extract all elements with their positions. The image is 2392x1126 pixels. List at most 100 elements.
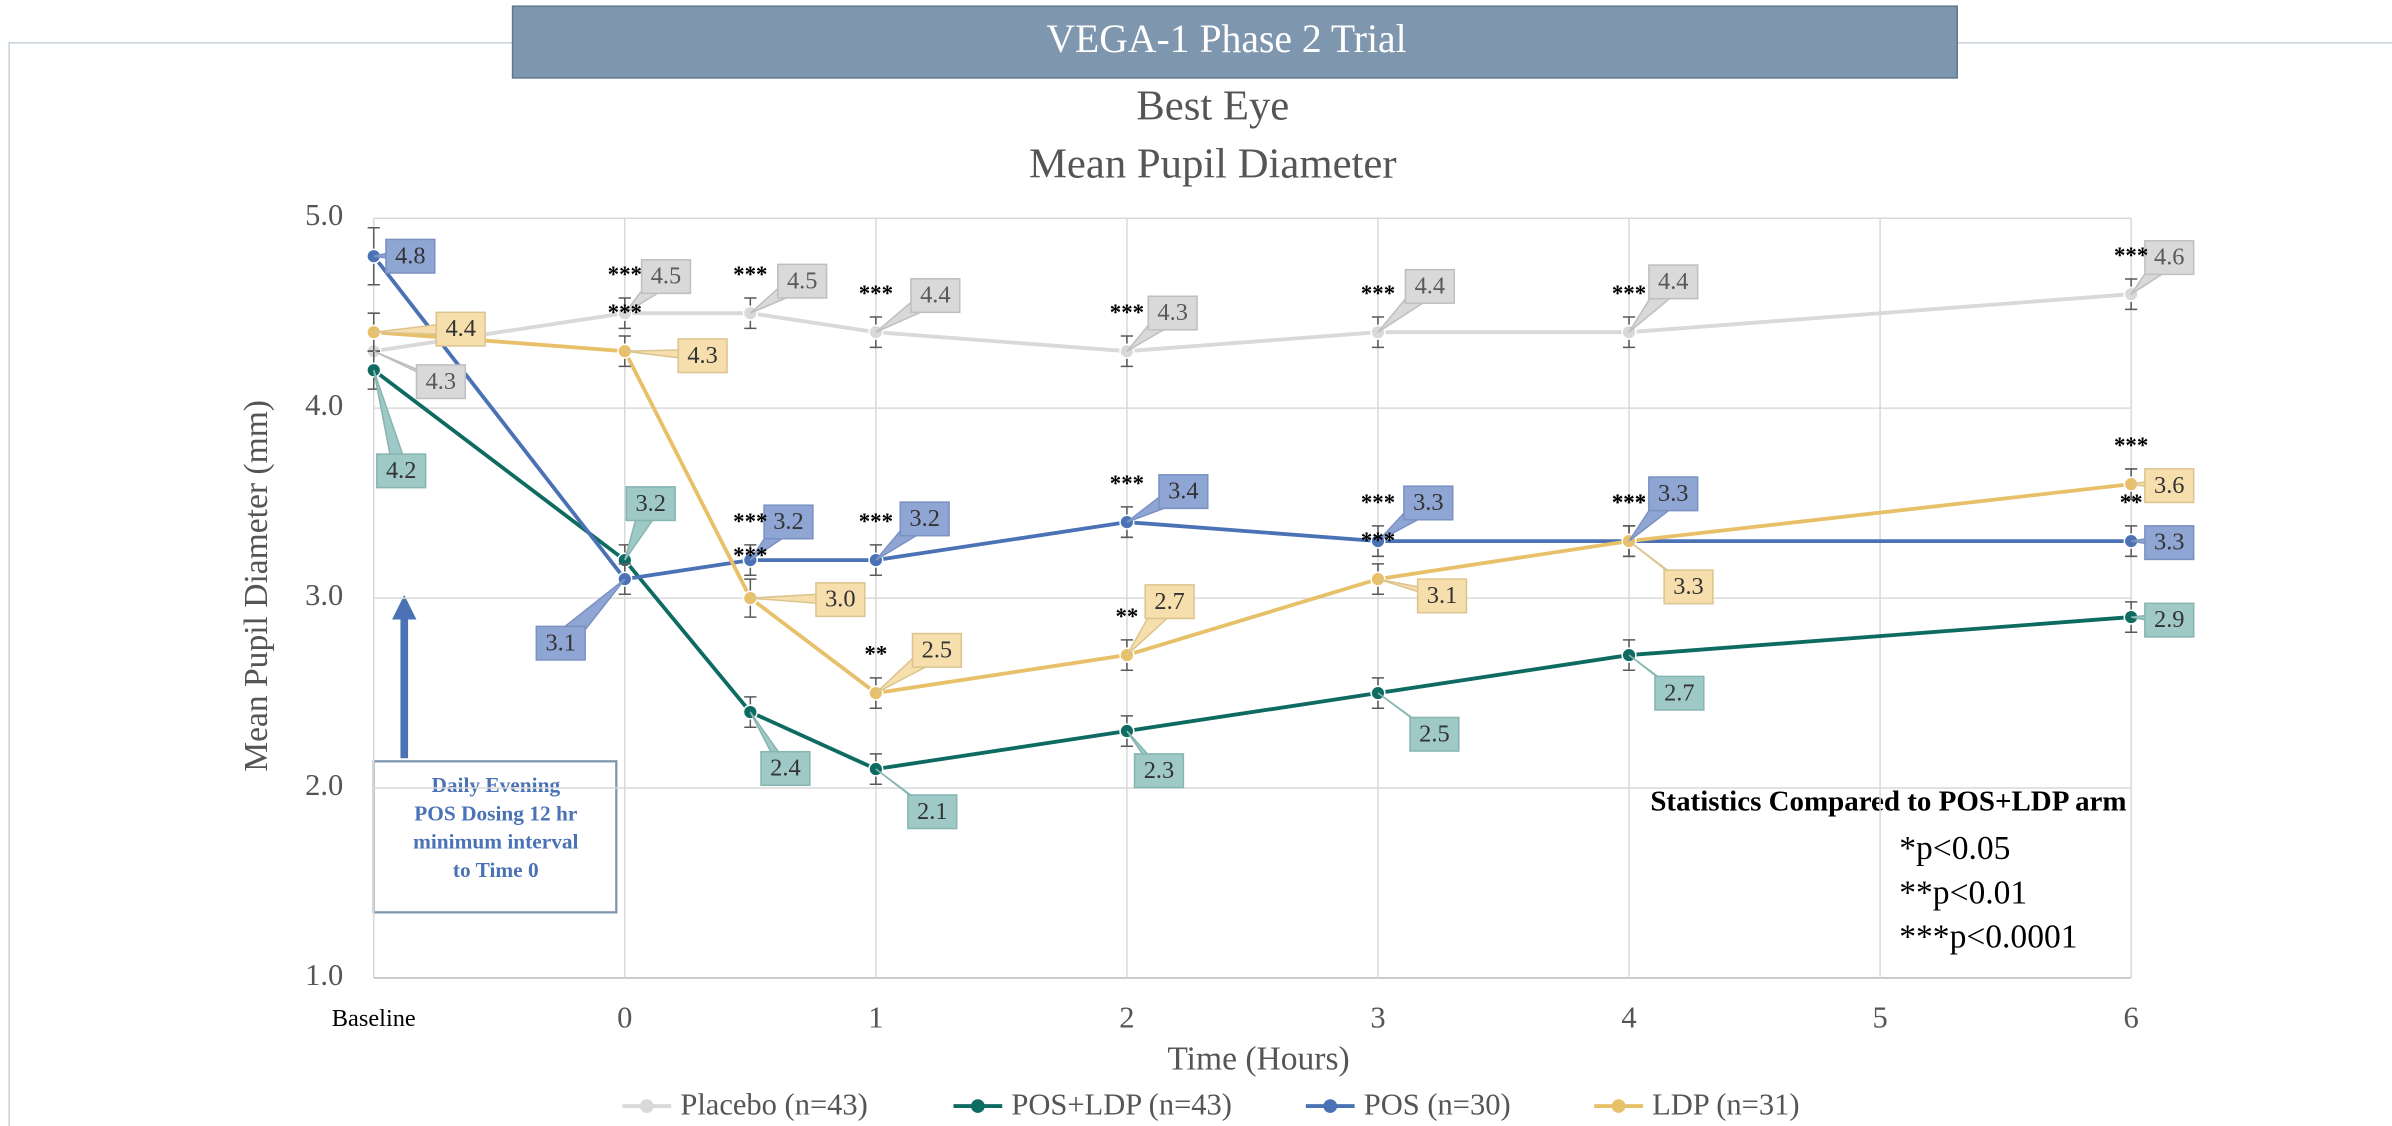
label-box: [2144, 525, 2195, 561]
x-tick-label: 1: [868, 1001, 883, 1035]
x-tick-label: 5: [1872, 1001, 1887, 1035]
significance: ***: [2114, 243, 2148, 268]
data-label: 2.3: [1144, 757, 1175, 784]
label-box: [625, 486, 676, 522]
y-tick-label: 3.0: [305, 578, 343, 612]
label-box: [2144, 602, 2195, 638]
dosing-note-line: to Time 0: [453, 858, 539, 882]
data-label: 2.7: [1154, 588, 1185, 615]
data-label: 3.2: [773, 508, 803, 535]
series-line: [373, 330, 2132, 696]
data-label: 3.3: [2154, 529, 2185, 556]
legend-marker: [1323, 1099, 1338, 1113]
significance: ***: [1361, 281, 1395, 306]
data-label: 2.5: [922, 636, 953, 663]
x-tick-label: 0: [617, 1001, 632, 1035]
header: VEGA-1 Phase 2 Trial: [1046, 17, 1406, 61]
data-label: 4.5: [787, 267, 817, 294]
label-box: [415, 364, 467, 400]
data-label: 2.1: [917, 798, 947, 825]
significance: ***: [859, 509, 893, 534]
data-label: 3.1: [1427, 582, 1458, 609]
data-label: 3.0: [825, 586, 855, 613]
significance: ***: [733, 543, 767, 568]
significance: ***: [733, 509, 767, 534]
label-box: [1404, 268, 1456, 304]
legend-marker: [639, 1099, 654, 1113]
data-label: 2.9: [2154, 606, 2185, 633]
x-tick-label: 3: [1370, 1001, 1385, 1035]
series-line: [373, 292, 2132, 354]
label-box: [435, 311, 486, 347]
x-tick-label: Baseline: [332, 1005, 416, 1032]
dosing-note-line: POS Dosing 12 hr: [414, 801, 578, 825]
significance: ***: [1110, 300, 1144, 325]
label-box: [1409, 716, 1460, 752]
data-label: 3.6: [2154, 472, 2185, 499]
x-tick-label: 2: [1119, 1001, 1134, 1035]
label-box: [1654, 675, 1705, 711]
data-label: 4.3: [1157, 299, 1188, 326]
label-box: [760, 750, 811, 787]
significance: **: [1115, 604, 1138, 629]
legend-label: POS (n=30): [1364, 1088, 1511, 1122]
legend-marker: [1611, 1099, 1626, 1113]
data-label: 4.5: [651, 263, 682, 290]
label-box: [1133, 753, 1185, 789]
significance: ***: [1612, 281, 1646, 306]
label-box: [385, 238, 436, 274]
label-box: [815, 582, 866, 618]
data-label: 2.4: [770, 755, 800, 782]
data-label: 3.4: [1168, 478, 1198, 505]
stats-line: ***p<0.0001: [1899, 919, 2077, 956]
label-box: [763, 504, 814, 540]
dosing-note-line: minimum interval: [413, 830, 578, 854]
label-box: [899, 501, 950, 537]
series-line: [372, 255, 2132, 582]
label-box: [911, 632, 963, 668]
legend-label: Placebo (n=43): [680, 1088, 867, 1122]
dosing-arrow-head: [392, 595, 417, 620]
significance: ***: [1612, 490, 1646, 515]
label-box: [2144, 468, 2195, 504]
data-label: 4.6: [2154, 244, 2185, 271]
y-tick-label: 1.0: [305, 958, 343, 992]
data-label: 4.4: [1658, 268, 1688, 295]
label-box: [376, 453, 427, 489]
legend-label: POS+LDP (n=43): [1011, 1088, 1232, 1122]
label-box: [1416, 578, 1468, 614]
significance: ***: [859, 281, 893, 306]
label-box: [910, 278, 961, 314]
data-label: 3.3: [1413, 489, 1443, 516]
legend-label: LDP (n=31): [1652, 1088, 1799, 1122]
label-box: [640, 259, 692, 295]
stats-note: Statistics Compared to POS+LDP arm *p<0.0…: [1650, 786, 2126, 956]
y-tick-label: 4.0: [305, 388, 343, 422]
label-box: [1663, 569, 1714, 605]
y-axis-label: Mean Pupil Diameter (mm): [238, 400, 275, 772]
data-label: 4.4: [920, 282, 950, 309]
chart-subtitle: Mean Pupil Diameter: [1029, 141, 1397, 188]
label-box: [1648, 264, 1699, 300]
significance: ***: [608, 262, 642, 287]
label-box: [1403, 485, 1454, 521]
label-box: [1648, 476, 1699, 512]
header-bar: [511, 5, 1958, 79]
significance: ***: [1361, 490, 1395, 515]
data-label: 2.5: [1419, 720, 1450, 747]
label-box: [1147, 295, 1198, 331]
significance: ***: [1110, 471, 1144, 496]
data-label: 3.3: [1673, 573, 1704, 600]
label-box: [907, 794, 958, 830]
label-box: [677, 338, 728, 374]
data-label: 4.4: [1415, 273, 1446, 300]
dosing-box: [372, 760, 618, 914]
series-line: [372, 368, 2132, 771]
dosing-note-line: Daily Evening: [431, 773, 560, 797]
significance: ***: [608, 300, 642, 325]
label-box: [1144, 584, 1195, 620]
data-label: 3.2: [635, 490, 666, 517]
chart-title: Best Eye: [1136, 83, 1289, 130]
label-box: [1158, 474, 1209, 510]
stats-line: *p<0.05: [1899, 830, 2010, 867]
